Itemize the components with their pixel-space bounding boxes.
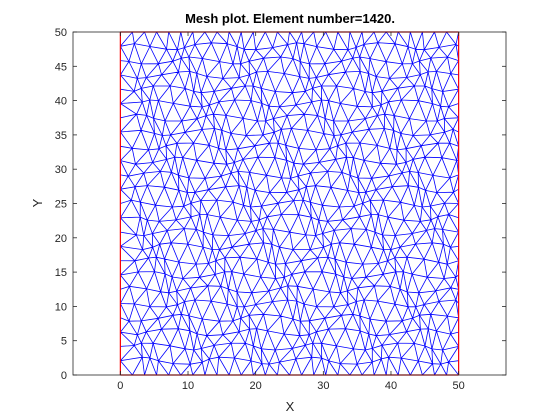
y-tick-label: 20 bbox=[55, 233, 67, 245]
x-tick-label: 10 bbox=[182, 380, 194, 392]
y-axis-ticks: 0 5 10 15 20 25 30 35 40 45 50 bbox=[55, 27, 506, 382]
y-tick-label: 10 bbox=[55, 301, 67, 313]
x-axis-ticks: 0 10 20 30 40 50 bbox=[117, 32, 465, 392]
y-tick-label: 5 bbox=[61, 336, 67, 348]
x-tick-label: 50 bbox=[453, 380, 465, 392]
y-tick-label: 35 bbox=[55, 130, 67, 142]
y-tick-label: 25 bbox=[55, 199, 67, 211]
y-tick-label: 50 bbox=[55, 27, 67, 39]
y-tick-label: 30 bbox=[55, 164, 67, 176]
x-tick-label: 20 bbox=[250, 380, 262, 392]
x-tick-label: 40 bbox=[385, 380, 397, 392]
x-tick-label: 30 bbox=[317, 380, 329, 392]
y-tick-label: 45 bbox=[55, 61, 67, 73]
y-tick-label: 0 bbox=[61, 370, 67, 382]
chart-title: Mesh plot. Element number=1420. bbox=[185, 11, 395, 26]
x-axis-label: X bbox=[286, 399, 295, 414]
y-tick-label: 40 bbox=[55, 96, 67, 108]
y-axis-label: Y bbox=[30, 198, 45, 207]
y-tick-label: 15 bbox=[55, 267, 67, 279]
x-tick-label: 0 bbox=[117, 380, 123, 392]
